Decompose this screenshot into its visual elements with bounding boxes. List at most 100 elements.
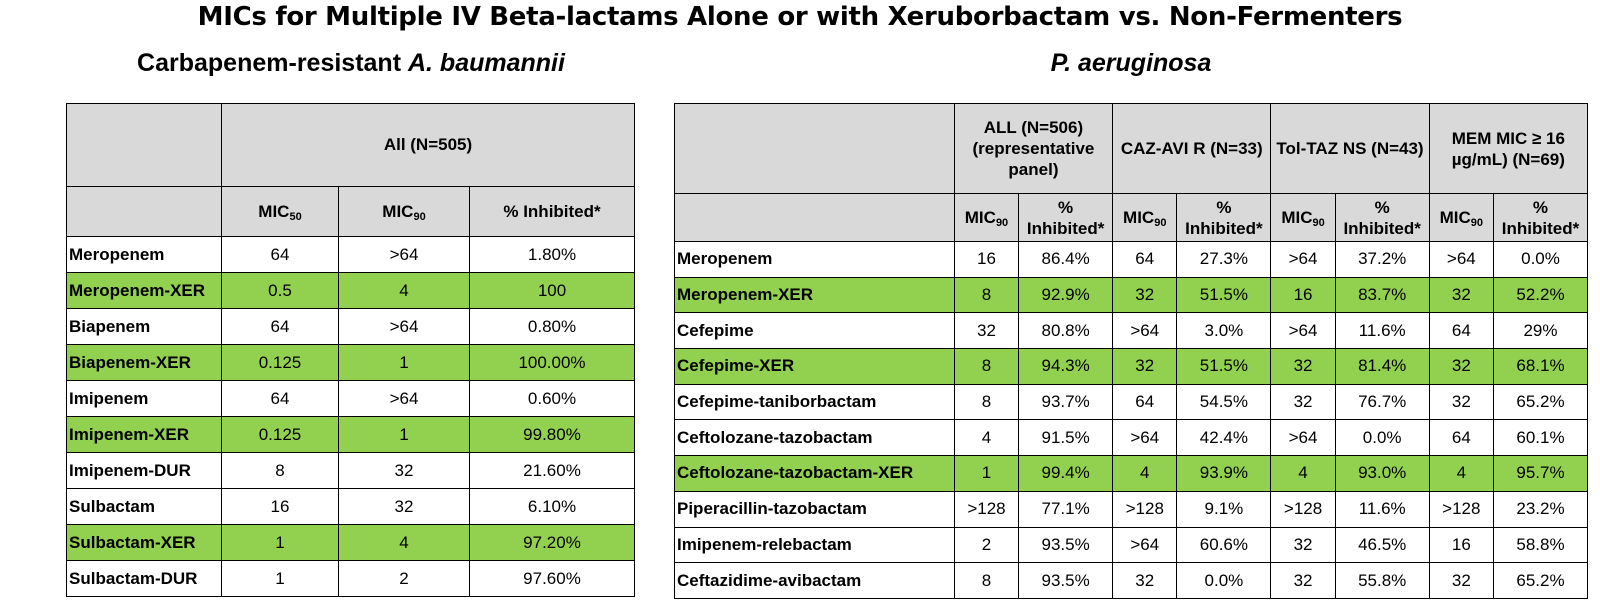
- table-cell: 37.2%: [1334, 241, 1430, 278]
- right-group-header-mem-mic: MEM MIC ≥ 16 µg/mL) (N=69): [1428, 103, 1589, 194]
- table-cell: 99.4%: [1018, 455, 1114, 492]
- table-cell: 65.2%: [1492, 562, 1589, 599]
- row-label-meropenem: Meropenem: [674, 241, 955, 278]
- table-cell: 64: [1112, 383, 1178, 421]
- right-col-header-pct-inhibited: % Inhibited*: [1492, 193, 1589, 242]
- right-group-header-caz-avi-r: CAZ-AVI R (N=33): [1112, 103, 1272, 194]
- table-cell: 51.5%: [1176, 276, 1272, 314]
- table-cell: 8: [953, 276, 1020, 314]
- row-label-imipenem-relebactam: Imipenem-relebactam: [674, 526, 955, 564]
- table-cell: 8: [953, 348, 1020, 385]
- row-label-sulbactam-dur: Sulbactam-DUR: [66, 560, 222, 597]
- row-label-imipenem: Imipenem: [66, 380, 222, 417]
- table-cell: 64: [221, 380, 339, 417]
- right-col-header-mic90: MIC90: [1428, 193, 1494, 242]
- row-label-cefepime-taniborbactam: Cefepime-taniborbactam: [674, 383, 955, 421]
- table-row: Meropenem 16 86.4% 64 27.3% >64 37.2% >64 0.0%: [674, 241, 1589, 278]
- table-cell: 42.4%: [1176, 419, 1272, 457]
- table-cell: 81.4%: [1334, 348, 1430, 385]
- row-label-meropenem-xer: Meropenem-XER: [674, 276, 955, 314]
- table-cell: 32: [1270, 383, 1336, 421]
- table-cell: 32: [338, 452, 470, 489]
- table-cell: 97.20%: [469, 524, 635, 561]
- table-cell: 54.5%: [1176, 383, 1272, 421]
- table-cell: >64: [338, 380, 470, 417]
- table-row: Sulbactam-DUR 1 2 97.60%: [66, 560, 635, 597]
- table-cell: 92.9%: [1018, 276, 1114, 314]
- table-cell: >128: [1112, 490, 1178, 528]
- row-label-sulbactam: Sulbactam: [66, 488, 222, 525]
- row-label-meropenem: Meropenem: [66, 236, 222, 273]
- left-col-header-mic90: MIC90: [338, 186, 470, 237]
- table-cell: 32: [1428, 383, 1494, 421]
- table-cell: >64: [1428, 241, 1494, 278]
- table-row: Cefepime 32 80.8% >64 3.0% >64 11.6% 64 29%: [674, 312, 1589, 350]
- table-cell: 100: [469, 272, 635, 309]
- right-subtitle-organism: P. aeruginosa: [1050, 49, 1212, 77]
- table-cell: 4: [1270, 455, 1336, 492]
- row-label-ceftazidime-avibactam: Ceftazidime-avibactam: [674, 562, 955, 599]
- table-row: Imipenem-XER 0.125 1 99.80%: [66, 416, 635, 453]
- left-corner-header-2: [66, 186, 222, 237]
- row-label-meropenem-xer: Meropenem-XER: [66, 272, 222, 309]
- table-cell: 4: [1428, 455, 1494, 492]
- table-cell: 11.6%: [1334, 312, 1430, 350]
- table-cell: 93.7%: [1018, 383, 1114, 421]
- table-cell: 65.2%: [1492, 383, 1589, 421]
- row-label-imipenem-xer: Imipenem-XER: [66, 416, 222, 453]
- table-cell: 8: [953, 383, 1020, 421]
- table-cell: 0.0%: [1492, 241, 1589, 278]
- right-subtitle: P. aeruginosa: [674, 48, 1588, 78]
- table-cell: 16: [953, 241, 1020, 278]
- table-row: Meropenem-XER 0.5 4 100: [66, 272, 635, 309]
- table-cell: 93.0%: [1334, 455, 1430, 492]
- table-cell: 1: [338, 416, 470, 453]
- p-aeruginosa-mic-table: ALL (N=506) (representative panel) CAZ-A…: [674, 103, 1589, 599]
- table-cell: 32: [338, 488, 470, 525]
- left-subtitle-organism: A. baumannii: [407, 49, 565, 77]
- row-label-cefepime: Cefepime: [674, 312, 955, 350]
- table-cell: 1: [953, 455, 1020, 492]
- table-cell: 16: [1428, 526, 1494, 564]
- table-cell: >64: [338, 236, 470, 273]
- table-cell: 94.3%: [1018, 348, 1114, 385]
- table-cell: 51.5%: [1176, 348, 1272, 385]
- right-corner-header-2: [674, 193, 955, 242]
- table-cell: 97.60%: [469, 560, 635, 597]
- table-cell: 32: [1428, 348, 1494, 385]
- table-cell: 100.00%: [469, 344, 635, 381]
- table-cell: 32: [953, 312, 1020, 350]
- table-row: Meropenem 64 >64 1.80%: [66, 236, 635, 273]
- table-cell: 11.6%: [1334, 490, 1430, 528]
- table-cell: 91.5%: [1018, 419, 1114, 457]
- table-row: Piperacillin-tazobactam >128 77.1% >128 9.1%…: [674, 490, 1589, 528]
- table-cell: 4: [1112, 455, 1178, 492]
- table-row: Imipenem-DUR 8 32 21.60%: [66, 452, 635, 489]
- table-cell: 0.0%: [1334, 419, 1430, 457]
- right-col-header-mic90: MIC90: [1270, 193, 1336, 242]
- table-cell: 95.7%: [1492, 455, 1589, 492]
- table-cell: 93.5%: [1018, 562, 1114, 599]
- row-label-ceftolozane-tazobactam: Ceftolozane-tazobactam: [674, 419, 955, 457]
- table-cell: 32: [1270, 562, 1336, 599]
- table-cell: 2: [953, 526, 1020, 564]
- table-cell: 86.4%: [1018, 241, 1114, 278]
- row-label-ceftolozane-tazobactam-xer: Ceftolozane-tazobactam-XER: [674, 455, 955, 492]
- table-cell: 58.8%: [1492, 526, 1589, 564]
- table-cell: 64: [221, 308, 339, 345]
- row-label-biapenem: Biapenem: [66, 308, 222, 345]
- table-cell: >128: [1270, 490, 1336, 528]
- table-cell: 32: [1428, 562, 1494, 599]
- table-cell: 21.60%: [469, 452, 635, 489]
- table-cell: 0.5: [221, 272, 339, 309]
- a-baumannii-mic-table: All (N=505) MIC50 MIC90 % Inhibited* Mer…: [66, 103, 635, 597]
- table-cell: 29%: [1492, 312, 1589, 350]
- left-corner-header: [66, 103, 222, 187]
- table-cell: 0.80%: [469, 308, 635, 345]
- table-row: Ceftolozane-tazobactam 4 91.5% >64 42.4% >64 0…: [674, 419, 1589, 457]
- table-cell: 23.2%: [1492, 490, 1589, 528]
- row-label-cefepime-xer: Cefepime-XER: [674, 348, 955, 385]
- table-row: Meropenem-XER 8 92.9% 32 51.5% 16 83.7% 32 52.2%: [674, 276, 1589, 314]
- left-col-header-mic50: MIC50: [221, 186, 339, 237]
- table-row: Sulbactam 16 32 6.10%: [66, 488, 635, 525]
